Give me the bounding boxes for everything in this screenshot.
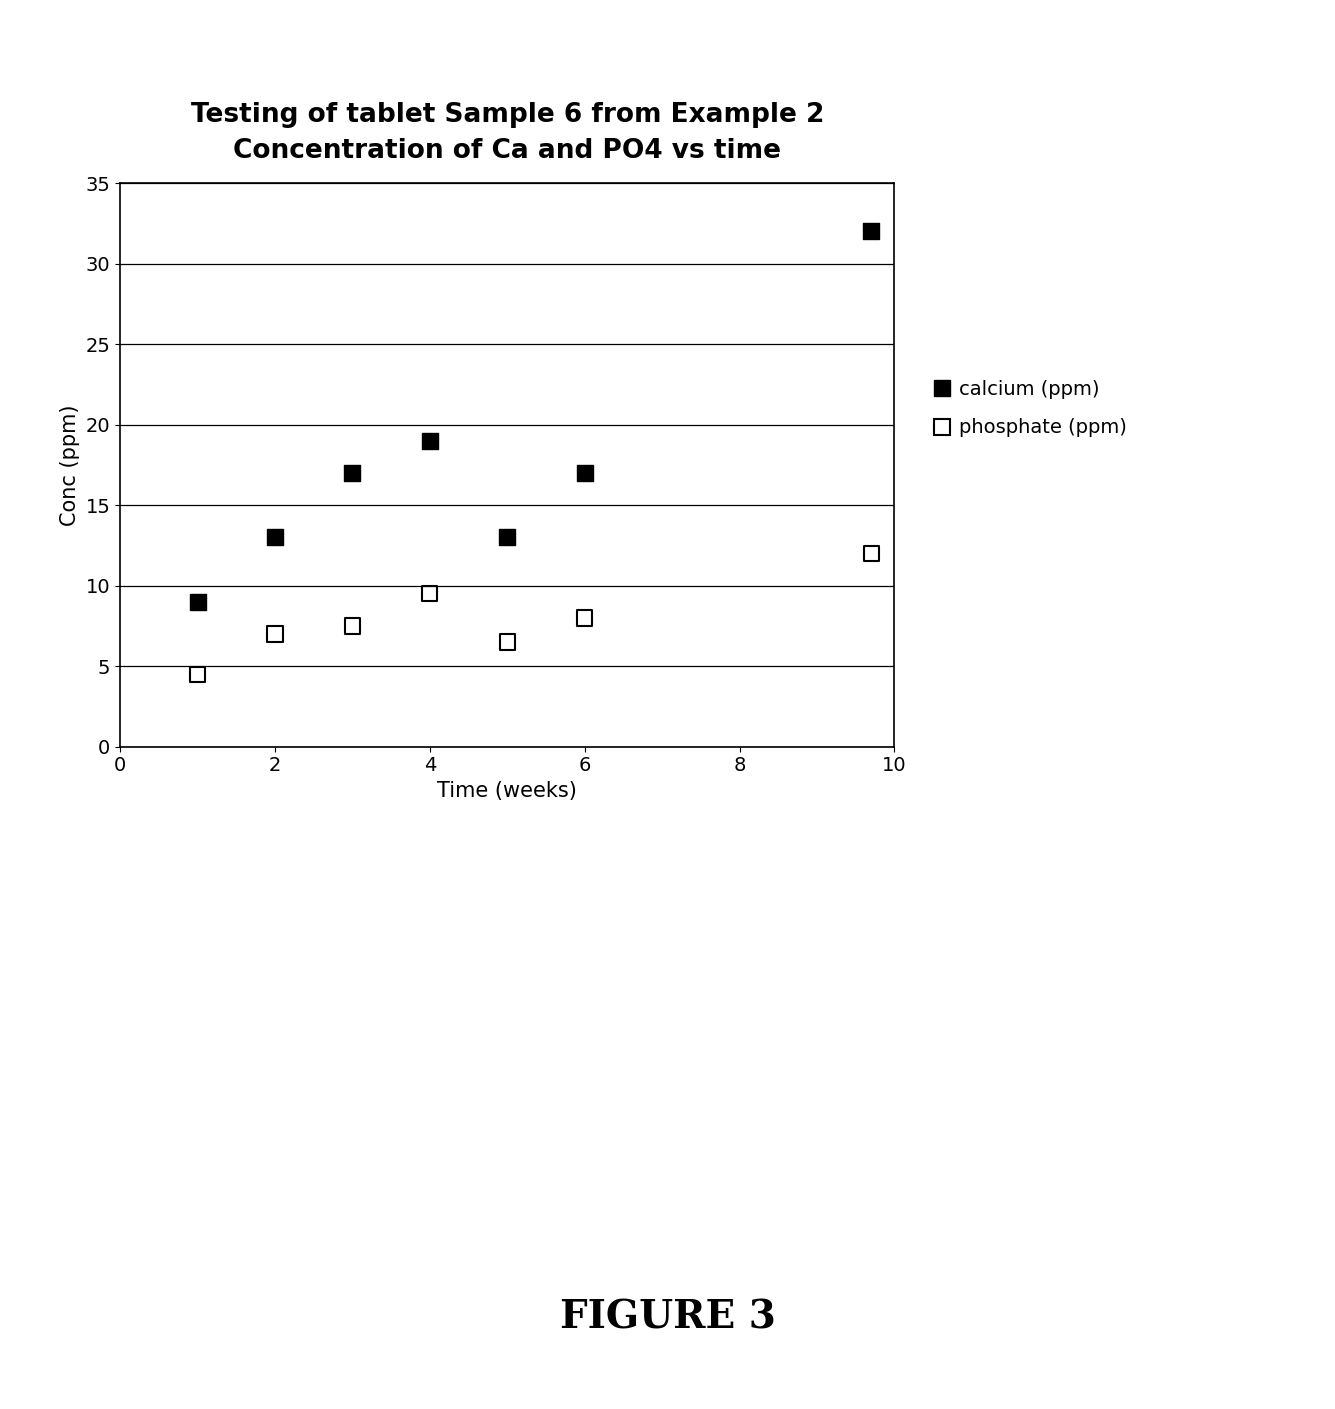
Text: FIGURE 3: FIGURE 3 xyxy=(559,1299,776,1336)
Point xyxy=(574,462,595,485)
Point xyxy=(861,542,882,565)
X-axis label: Time (weeks): Time (weeks) xyxy=(438,781,577,802)
Y-axis label: Conc (ppm): Conc (ppm) xyxy=(60,404,80,526)
Point xyxy=(419,430,441,452)
Point xyxy=(419,582,441,604)
Point xyxy=(342,462,363,485)
Point xyxy=(187,664,208,686)
Point xyxy=(861,220,882,242)
Point xyxy=(264,623,286,645)
Point xyxy=(497,526,518,548)
Title: Testing of tablet Sample 6 from Example 2
Concentration of Ca and PO4 vs time: Testing of tablet Sample 6 from Example … xyxy=(191,103,824,165)
Point xyxy=(574,607,595,630)
Point xyxy=(342,614,363,637)
Point xyxy=(497,631,518,654)
Point xyxy=(187,590,208,613)
Point xyxy=(264,526,286,548)
Legend: calcium (ppm), phosphate (ppm): calcium (ppm), phosphate (ppm) xyxy=(928,372,1135,445)
